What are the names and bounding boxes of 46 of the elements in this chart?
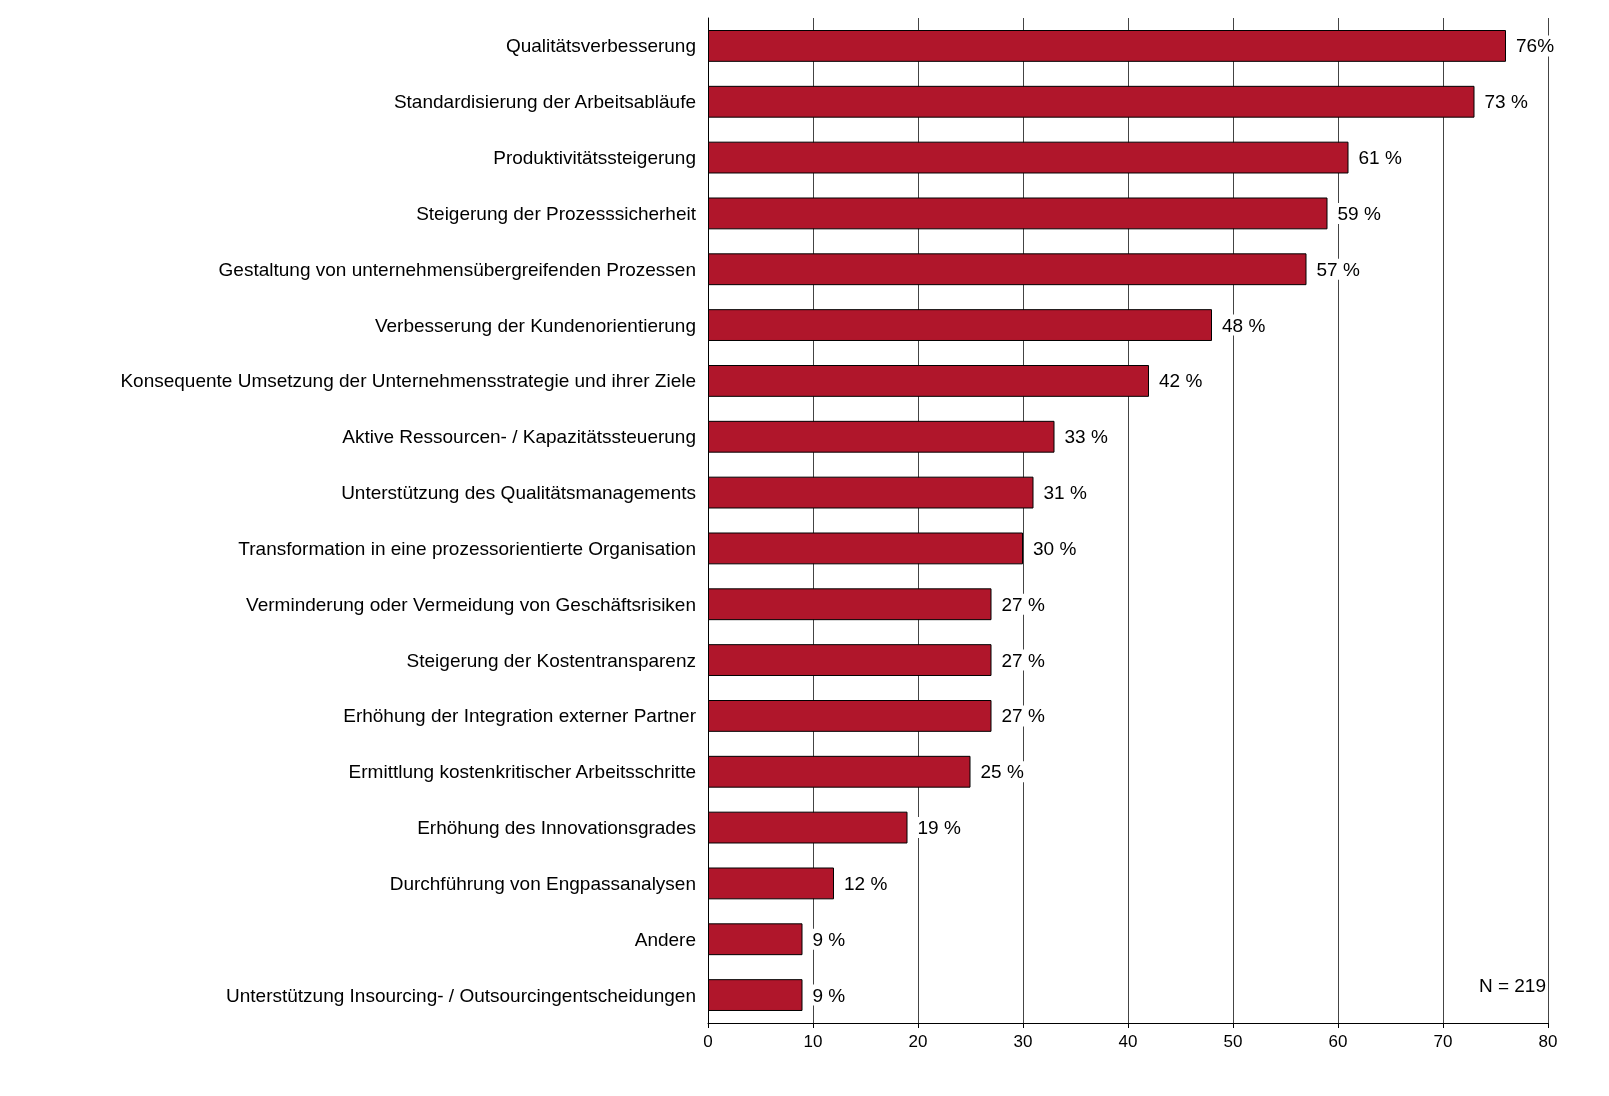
data-label: 57 % — [1316, 258, 1360, 280]
x-tick-label: 0 — [703, 1032, 713, 1051]
data-label: 19 % — [917, 817, 961, 839]
y-tick-label: Unterstützung des Qualitätsmanagements — [341, 482, 696, 504]
x-tick-label: 80 — [1538, 1032, 1558, 1051]
y-tick-label: Erhöhung des Innovationsgrades — [417, 817, 696, 839]
data-label: 12 % — [844, 872, 888, 894]
y-tick-label: Steigerung der Kostentransparenz — [406, 649, 696, 671]
y-tick-label: Unterstützung Insourcing- / Outsourcingentscheidungen — [226, 984, 696, 1006]
data-label: 27 % — [1001, 593, 1045, 615]
y-tick-label: Steigerung der Prozesssicherheit — [416, 202, 697, 224]
data-label: 27 % — [1001, 649, 1045, 671]
y-tick-label: Ermittlung kostenkritischer Arbeitsschritte — [348, 761, 696, 783]
x-tick-label: 60 — [1328, 1032, 1348, 1051]
y-tick-label: Qualitätsverbesserung — [505, 35, 696, 57]
y-tick-label: Standardisierung der Arbeitsabläufe — [393, 91, 696, 113]
y-tick-label: Andere — [634, 928, 696, 950]
x-tick-label: 70 — [1433, 1032, 1453, 1051]
x-tick-label: 20 — [908, 1032, 928, 1051]
data-label: 25 % — [980, 761, 1024, 783]
annotation: N = 219 — [1478, 975, 1546, 996]
data-label: 9 % — [812, 984, 846, 1006]
data-label: 59 % — [1337, 202, 1381, 224]
data-label: 27 % — [1001, 705, 1045, 727]
y-tick-label: Konsequente Umsetzung der Unternehmensstrategie und ihrer Ziele — [120, 370, 696, 392]
x-tick-label: 10 — [803, 1032, 823, 1051]
y-tick-label: Durchführung von Engpassanalysen — [389, 872, 696, 894]
x-tick-label: 30 — [1013, 1032, 1033, 1051]
y-tick-label: Gestaltung von unternehmensübergreifenden Prozessen — [218, 258, 696, 280]
data-label: 33 % — [1064, 426, 1108, 448]
y-tick-label: Aktive Ressourcen- / Kapazitätssteuerung — [342, 426, 696, 448]
x-tick-label: 40 — [1118, 1032, 1138, 1051]
y-tick-label: Verminderung oder Vermeidung von Geschäftsrisiken — [246, 593, 696, 615]
data-label: 48 % — [1222, 314, 1266, 336]
data-label: 73 % — [1484, 91, 1528, 113]
data-label: 76% — [1516, 35, 1555, 57]
y-tick-label: Produktivitätssteigerung — [493, 147, 696, 169]
data-label: 9 % — [812, 928, 846, 950]
y-tick-label: Transformation in eine prozessorientierte Organisation — [238, 537, 696, 559]
data-label: 30 % — [1033, 537, 1077, 559]
y-tick-label: Verbesserung der Kundenorientierung — [374, 314, 696, 336]
data-label: 61 % — [1358, 147, 1402, 169]
y-tick-label: Erhöhung der Integration externer Partner — [343, 705, 697, 727]
x-tick-label: 50 — [1223, 1032, 1243, 1051]
data-label: 42 % — [1159, 370, 1203, 392]
data-label: 31 % — [1043, 482, 1087, 504]
